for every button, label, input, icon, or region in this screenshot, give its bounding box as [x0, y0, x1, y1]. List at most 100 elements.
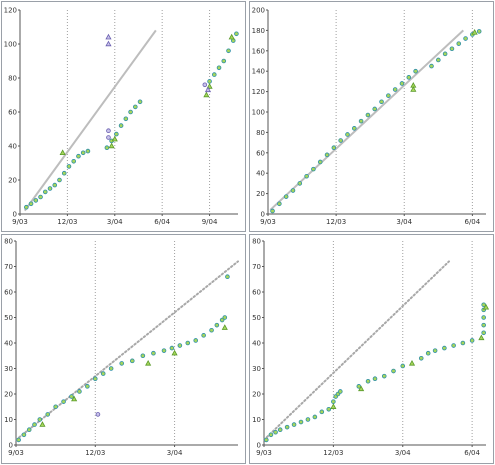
data-point: [476, 29, 482, 34]
y-tick-label: 180: [252, 27, 265, 35]
data-point: [225, 274, 230, 279]
data-point: [392, 87, 398, 92]
data-point: [451, 343, 456, 348]
data-point-triangle: [105, 33, 112, 40]
data-point: [297, 181, 303, 186]
y-tick-label: 20: [252, 391, 261, 399]
data-point: [460, 340, 466, 346]
data-point: [140, 353, 146, 359]
data-point: [209, 327, 214, 333]
reference-line: [15, 260, 239, 441]
data-point: [100, 371, 106, 376]
data-point-triangle: [171, 349, 178, 356]
data-point: [331, 399, 336, 404]
x-tick-label: 12/03: [326, 218, 346, 226]
panel-bottom-left: 0 10 20 30 40 50 60 70 80 9/03 12/03 3/04: [1, 234, 246, 464]
data-point: [26, 427, 32, 433]
y-tick-label: 30: [252, 365, 261, 373]
data-point-triangle: [471, 29, 478, 35]
data-point: [399, 81, 405, 86]
data-point-triangle: [145, 359, 152, 366]
y-tick-label: 160: [252, 47, 265, 55]
data-point: [291, 422, 297, 427]
data-point: [418, 356, 424, 361]
data-point: [324, 152, 330, 158]
reference-line: [269, 29, 464, 211]
data-point: [95, 412, 101, 417]
x-tick-label: 9/03: [256, 449, 272, 457]
x-tick-label: 9/03: [260, 218, 276, 226]
data-point: [108, 366, 114, 371]
y-tick-label: 70: [4, 263, 13, 271]
data-point: [481, 315, 486, 320]
y-tick-label: 0: [257, 442, 261, 450]
data-point: [290, 188, 296, 193]
data-point: [311, 166, 316, 172]
data-point: [436, 57, 441, 63]
chart-bottom-left: 0 10 20 30 40 50 60 70 80 9/03 12/03 3/04: [4, 238, 239, 457]
data-point-triangle: [204, 86, 212, 93]
data-point: [481, 322, 486, 328]
data-point: [37, 417, 43, 422]
data-point: [57, 177, 62, 183]
data-point-triangle: [105, 40, 112, 47]
panel-top-left: 0 20 40 60 80 100 120 9/03 12/03 3/04 6/04 9/04: [1, 1, 246, 232]
data-point: [379, 99, 384, 105]
y-tick-label: 40: [4, 340, 13, 348]
data-point: [66, 164, 72, 169]
x-tick-label: 3/04: [395, 449, 411, 457]
data-point: [207, 79, 212, 84]
data-point: [391, 368, 396, 374]
y-tick-label: 120: [252, 88, 265, 96]
data-point: [277, 201, 282, 207]
y-tick-label: 140: [252, 68, 265, 76]
chart-top-left: 0 20 40 60 80 100 120 9/03 12/03 3/04 6/04 9/04: [4, 7, 239, 226]
data-point: [202, 82, 208, 88]
data-point: [406, 75, 412, 80]
data-point: [92, 376, 98, 382]
data-point: [32, 422, 37, 427]
y-tick-label: 80: [256, 129, 265, 137]
data-point: [372, 106, 378, 112]
data-point: [77, 389, 82, 394]
data-point: [358, 118, 364, 124]
data-point: [351, 126, 357, 131]
y-tick-label: 100: [252, 109, 265, 117]
data-point: [284, 424, 290, 430]
data-point-triangle: [111, 135, 118, 142]
x-tick-label: 12/03: [85, 449, 105, 457]
data-point: [449, 46, 455, 52]
y-tick-label: 40: [8, 143, 17, 151]
data-point: [425, 350, 431, 356]
data-point: [216, 65, 222, 71]
y-tick-label: 20: [4, 391, 13, 399]
data-point: [469, 338, 475, 343]
data-point: [193, 338, 199, 343]
y-tick-label: 70: [252, 263, 261, 271]
y-tick-label: 40: [256, 170, 265, 178]
data-point: [270, 208, 275, 214]
data-point: [123, 116, 129, 122]
data-point: [45, 412, 51, 417]
data-point: [128, 109, 133, 115]
data-point: [76, 153, 81, 159]
data-point: [129, 358, 135, 364]
data-point-triangle: [59, 149, 66, 155]
data-point: [338, 138, 343, 143]
data-point: [33, 198, 39, 203]
data-point: [104, 145, 110, 151]
data-point: [151, 350, 156, 356]
panel-top-right: 0 20 40 60 80 100 120 140 160 180 200 9/03 12/03 3/04…: [249, 1, 494, 232]
data-point-triangle: [482, 303, 490, 310]
data-point-triangle: [358, 385, 365, 392]
y-tick-label: 50: [252, 314, 261, 322]
y-tick-label: 40: [252, 340, 261, 348]
y-tick-label: 100: [4, 41, 17, 49]
y-tick-label: 120: [4, 7, 17, 15]
data-point: [219, 317, 225, 323]
data-point-triangle: [203, 91, 210, 98]
data-point: [234, 31, 239, 37]
y-tick-label: 60: [4, 289, 13, 297]
data-point: [386, 93, 391, 98]
y-tick-label: 200: [252, 7, 265, 15]
